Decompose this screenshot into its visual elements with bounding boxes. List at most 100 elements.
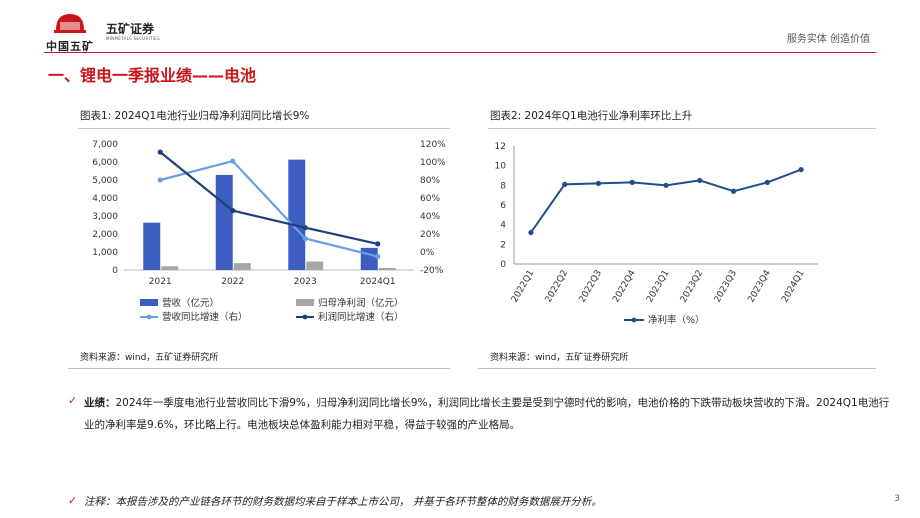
point-revenue-growth xyxy=(302,235,308,242)
x-tick-label: 2022 xyxy=(221,277,244,287)
y-tick-label: 6 xyxy=(500,201,506,211)
y-tick-label: 8 xyxy=(500,181,506,191)
x-tick-label: 2024Q1 xyxy=(360,277,396,287)
y-left-tick-label: 3,000 xyxy=(92,212,118,222)
logo-sub-text: MINMETALS SECURITIES xyxy=(106,36,160,41)
point-revenue-growth xyxy=(157,177,163,183)
x-tick-label: 2023Q3 xyxy=(713,269,740,305)
bar-revenue xyxy=(215,174,233,270)
y-right-tick-label: 40% xyxy=(420,212,440,222)
page-title: 一、锂电一季报业绩——电池 xyxy=(48,66,257,85)
line-profit-growth xyxy=(159,151,378,245)
chart2-title-rule xyxy=(488,128,876,129)
check-icon: ✓ xyxy=(68,494,78,507)
y-left-tick-label: 7,000 xyxy=(92,140,118,150)
para-label: 业绩： xyxy=(84,397,116,409)
bar-net-profit xyxy=(306,261,324,270)
x-tick-label: 2022Q4 xyxy=(611,268,638,304)
x-tick-label: 2023Q4 xyxy=(746,268,773,304)
x-tick-label: 2022Q3 xyxy=(578,269,605,305)
point-net-margin xyxy=(595,180,602,186)
x-tick-label: 2024Q1 xyxy=(780,269,807,305)
note-label: 注释： xyxy=(84,496,116,508)
y-tick-label: 10 xyxy=(495,162,507,172)
point-net-margin xyxy=(663,182,669,188)
legend-swatch xyxy=(140,299,158,306)
y-left-tick-label: 5,000 xyxy=(92,176,118,186)
point-profit-growth xyxy=(375,241,381,247)
company-logo: 中国五矿 五矿证券 MINMETALS SECURITIES xyxy=(40,8,180,58)
chart2-svg: 0 2 4 6 8 10 12 2022Q1 2022Q2 2022Q3 2022Q4 2023Q1 2… xyxy=(495,142,818,326)
bar-net-profit xyxy=(161,266,179,270)
x-tick-label: 2022Q2 xyxy=(544,269,571,305)
note-paragraph: 注释：本报告涉及的产业链各环节的财务数据均来自于样本上市公司， 并基于各环节整体… xyxy=(84,494,602,509)
legend-marker xyxy=(302,314,308,320)
x-tick-label: 2023 xyxy=(294,277,317,287)
point-profit-growth xyxy=(157,149,163,155)
chart1-title-rule xyxy=(78,128,450,129)
header-divider xyxy=(44,52,876,53)
chart1-panel: 图表1: 2024Q1电池行业归母净利润同比增长9% 0 1,000 2,000 3,… xyxy=(68,96,450,369)
legend-marker xyxy=(631,317,637,323)
bar-net-profit xyxy=(378,268,396,270)
tagline: 服务实体 创造价值 xyxy=(786,34,870,45)
bar-net-profit xyxy=(233,263,251,270)
logo-emblem-icon xyxy=(54,14,86,33)
bar-revenue xyxy=(360,247,378,270)
legend-label: 营收同比增速（右） xyxy=(162,311,248,323)
point-net-margin xyxy=(730,188,737,194)
point-net-margin xyxy=(764,179,770,185)
performance-paragraph: 业绩：2024年一季度电池行业营收同比下滑9%，归母净利润同比增长9%，利润同比… xyxy=(84,392,894,436)
note-text: 本报告涉及的产业链各环节的财务数据均来自于样本上市公司， 并基于各环节整体的财务… xyxy=(115,496,602,508)
legend-swatch xyxy=(296,299,314,306)
y-left-tick-label: 1,000 xyxy=(92,248,118,258)
line-revenue-growth xyxy=(159,159,379,258)
y-left-tick-label: 0 xyxy=(112,266,118,276)
logo-brand-text: 五矿证券 xyxy=(106,22,155,36)
para-text: 2024年一季度电池行业营收同比下滑9%，归母净利润同比增长9%，利润同比增长主… xyxy=(84,397,890,431)
y-left-tick-label: 2,000 xyxy=(92,230,118,240)
y-right-tick-label: 60% xyxy=(420,194,440,204)
y-tick-label: 2 xyxy=(500,240,506,250)
x-tick-label: 2021 xyxy=(149,277,172,287)
y-right-tick-label: 100% xyxy=(420,158,446,168)
point-profit-growth xyxy=(230,208,236,214)
point-revenue-growth xyxy=(375,253,381,260)
legend-label: 归母净利润（亿元） xyxy=(318,297,404,309)
chart1-svg: 0 1,000 2,000 3,000 4,000 5,000 6,000 7,000 -20%… xyxy=(92,140,446,323)
x-tick-label: 2022Q1 xyxy=(510,269,537,305)
page-number: 3 xyxy=(894,494,900,504)
x-tick-label: 2023Q1 xyxy=(645,269,672,305)
chart2-source: 资料来源：wind，五矿证券研究所 xyxy=(490,353,629,363)
line-net-margin xyxy=(530,168,802,234)
point-net-margin xyxy=(528,229,534,236)
y-tick-label: 12 xyxy=(495,142,506,152)
y-tick-label: 4 xyxy=(500,221,506,231)
y-right-tick-label: 120% xyxy=(420,140,446,150)
y-left-tick-label: 6,000 xyxy=(92,158,118,168)
y-right-tick-label: 0% xyxy=(420,248,435,258)
point-net-margin xyxy=(697,177,703,184)
legend-marker xyxy=(146,314,152,320)
y-right-tick-label: 20% xyxy=(420,230,440,240)
point-net-margin xyxy=(798,167,804,173)
y-right-tick-label: -20% xyxy=(420,266,444,276)
y-right-tick-label: 80% xyxy=(420,176,440,186)
logo-main-text: 中国五矿 xyxy=(46,40,94,53)
legend-label: 净利率（%） xyxy=(648,314,705,326)
chart1-title: 图表1: 2024Q1电池行业归母净利润同比增长9% xyxy=(80,110,310,122)
y-tick-label: 0 xyxy=(500,260,506,270)
bar-revenue xyxy=(143,222,161,270)
legend-label: 营收（亿元） xyxy=(162,297,219,309)
check-icon: ✓ xyxy=(68,394,78,407)
chart1-source: 资料来源：wind，五矿证券研究所 xyxy=(80,353,219,363)
bar-revenue xyxy=(288,159,306,270)
chart2-panel: 图表2: 2024年Q1电池行业净利率环比上升 0 2 4 6 8 10 12 2022Q1 2… xyxy=(478,96,876,369)
point-net-margin xyxy=(629,179,635,185)
point-net-margin xyxy=(562,181,568,187)
x-tick-label: 2023Q2 xyxy=(679,269,706,305)
point-revenue-growth xyxy=(230,158,236,164)
legend-label: 利润同比增速（右） xyxy=(318,311,404,323)
chart2-title: 图表2: 2024年Q1电池行业净利率环比上升 xyxy=(490,110,693,122)
y-left-tick-label: 4,000 xyxy=(92,194,118,204)
